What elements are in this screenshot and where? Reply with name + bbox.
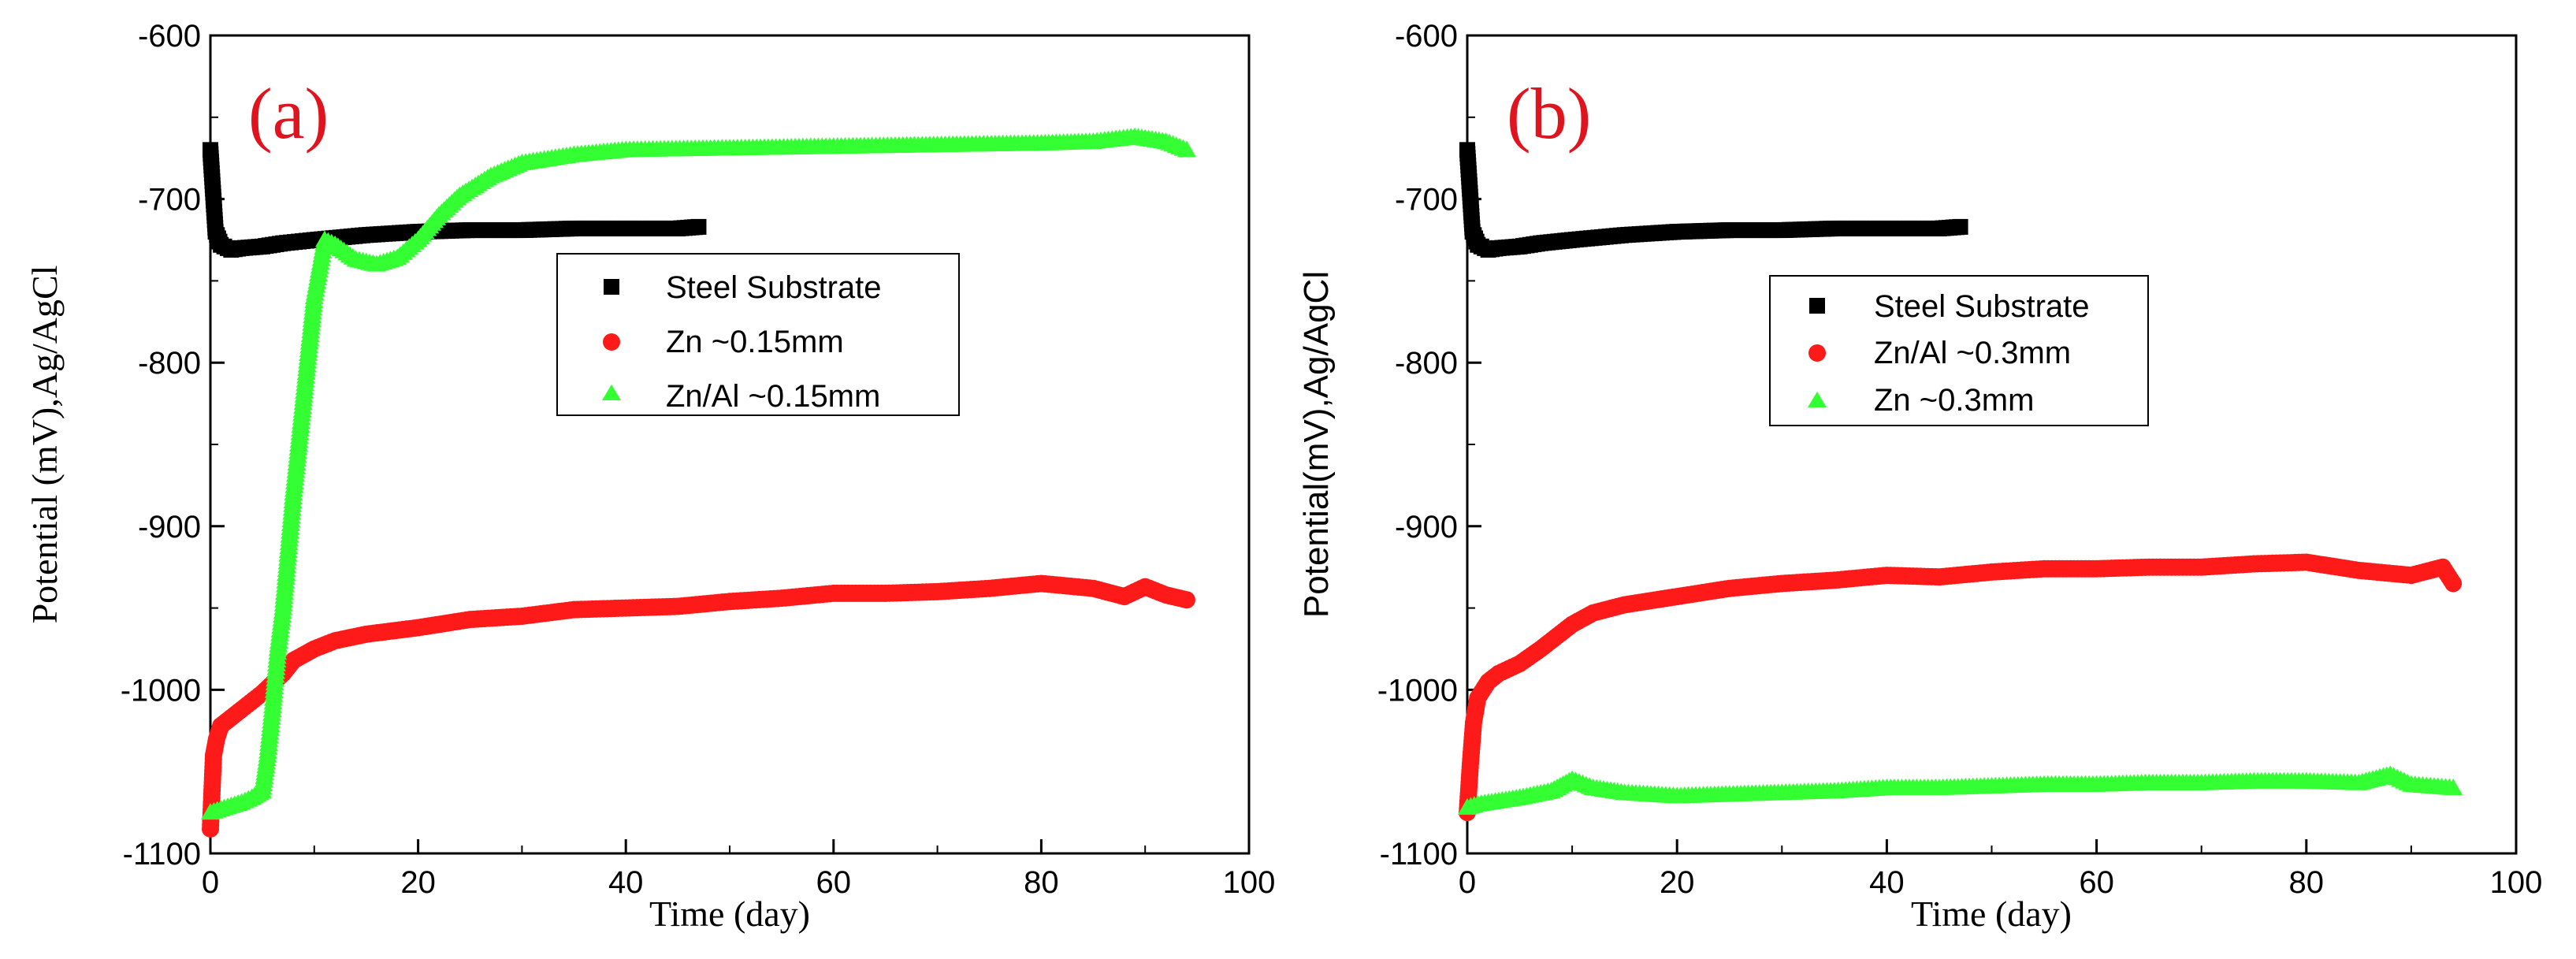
panel-a-y-tick-label: -1100 <box>123 837 201 872</box>
panel-a-legend-marker-steel <box>604 279 619 295</box>
panel-b-y-tick-label: -900 <box>1395 510 1458 545</box>
panel-a-series <box>201 127 1196 838</box>
panel-a-x-axis-title: Time (day) <box>649 894 810 934</box>
panel-a-legend-marker-zn <box>603 333 620 351</box>
panel-b: -600-700-800-900-1000-1100 0 20 40 60 80 100 … <box>1297 19 2542 934</box>
panel-b-y-tick-label: -600 <box>1395 19 1458 54</box>
panel-b-y-tick-label: -700 <box>1395 183 1458 217</box>
panel-a-series-zn-0-15mm <box>202 574 1195 838</box>
panel-b-legend-marker-steel <box>1809 298 1825 314</box>
panel-a-x-tick-label: 60 <box>816 865 852 900</box>
panel-a-point-zn-al-0-15mm <box>1176 140 1196 158</box>
panel-b-x-axis-title: Time (day) <box>1911 894 2072 934</box>
panel-b-point-steel-substrate <box>1952 218 1968 235</box>
panel-b-x-tick-label: 0 <box>1459 865 1476 900</box>
panel-b-series-zn-al-0-3mm <box>1459 553 2463 822</box>
panel-a-x-tick-label: 40 <box>608 865 644 900</box>
panel-b-x-tick-label: 60 <box>2079 865 2114 900</box>
panel-a-legend-box <box>556 253 960 416</box>
panel-a-y-tick-label: -600 <box>138 19 201 54</box>
panel-a-x-tick-label: 80 <box>1024 865 1059 900</box>
panel-b-plot-frame <box>1466 34 2518 855</box>
panel-b-legend-marker-zn <box>1808 392 1827 407</box>
panel-a-legend-label-steel: Steel Substrate <box>666 270 882 305</box>
panel-b-legend-label-zn: Zn ~0.3mm <box>1874 383 2034 418</box>
panel-a-y-tick-label: -1000 <box>121 673 201 708</box>
panel-b-series <box>1458 142 2463 822</box>
panel-a-x-axis: 0 20 40 60 80 100 <box>202 839 1276 900</box>
panel-b-y-tick-label: -1100 <box>1380 837 1458 872</box>
panel-a-x-tick-label: 100 <box>1223 865 1276 900</box>
panel-b-y-axis: -600 -700 -800 -900 -1000 -1100 <box>1377 19 1481 872</box>
panel-b-legend-marker-znal <box>1808 344 1826 362</box>
panel-b-series-steel-substrate <box>1459 142 1968 258</box>
panel-a-y-tick-label: -900 <box>138 510 201 545</box>
panel-b-legend-label-znal: Zn/Al ~0.3mm <box>1874 336 2071 370</box>
panel-a-series-zn-al-0-15mm <box>201 127 1196 820</box>
panel-b-legend-box <box>1769 275 2149 426</box>
panel-b-y-tick-label: -800 <box>1395 346 1458 381</box>
panel-a-y-axis-title: Potential (mV),Ag/AgCl <box>24 266 65 624</box>
panel-b-series-zn-0-3mm <box>1458 765 2463 815</box>
panel-b-x-tick-label: 80 <box>2289 865 2325 900</box>
panel-a-legend: Steel Substrate Zn ~0.15mm Zn/Al ~0.15mm <box>556 253 960 416</box>
panel-a-point-zn-0-15mm <box>1177 591 1195 609</box>
panel-b-legend: Steel Substrate Zn/Al ~0.3mm Zn ~0.3mm <box>1769 275 2149 426</box>
panel-b-point-zn-al-0-3mm <box>2444 574 2463 593</box>
panel-b-point-zn-0-3mm <box>2444 778 2463 795</box>
panel-a-legend-label-zn: Zn ~0.15mm <box>666 325 844 359</box>
panel-a-y-tick-label: -800 <box>138 346 201 381</box>
panel-b-x-tick-label: 100 <box>2490 865 2543 900</box>
panel-a-y-axis: -600 -700 -800 -900 -1000 -1100 <box>121 19 225 872</box>
panel-a-x-tick-label: 0 <box>202 865 219 900</box>
panel-a-legend-label-znal: Zn/Al ~0.15mm <box>666 379 880 414</box>
panel-b-x-tick-label: 20 <box>1660 865 1695 900</box>
panel-a-label: (a) <box>248 73 329 154</box>
panel-b-y-axis-title: Potential(mV),Ag/AgCl <box>1297 271 1336 618</box>
panel-a-x-tick-label: 20 <box>400 865 436 900</box>
panel-a-plot-frame <box>209 34 1251 855</box>
panel-b-x-axis: 0 20 40 60 80 100 <box>1459 839 2543 900</box>
panel-a-y-tick-label: -700 <box>138 183 201 217</box>
panel-b-y-tick-label: -1000 <box>1377 673 1458 708</box>
panel-b-x-tick-label: 40 <box>1869 865 1905 900</box>
panel-a-point-steel-substrate <box>690 218 707 235</box>
panel-a: -600-700-800-900-1000-1100 0 20 40 60 80 100 … <box>24 19 1275 934</box>
panel-a-legend-marker-znal <box>602 385 621 400</box>
panel-b-legend-label-steel: Steel Substrate <box>1874 289 2090 324</box>
panel-b-label: (b) <box>1507 73 1591 154</box>
